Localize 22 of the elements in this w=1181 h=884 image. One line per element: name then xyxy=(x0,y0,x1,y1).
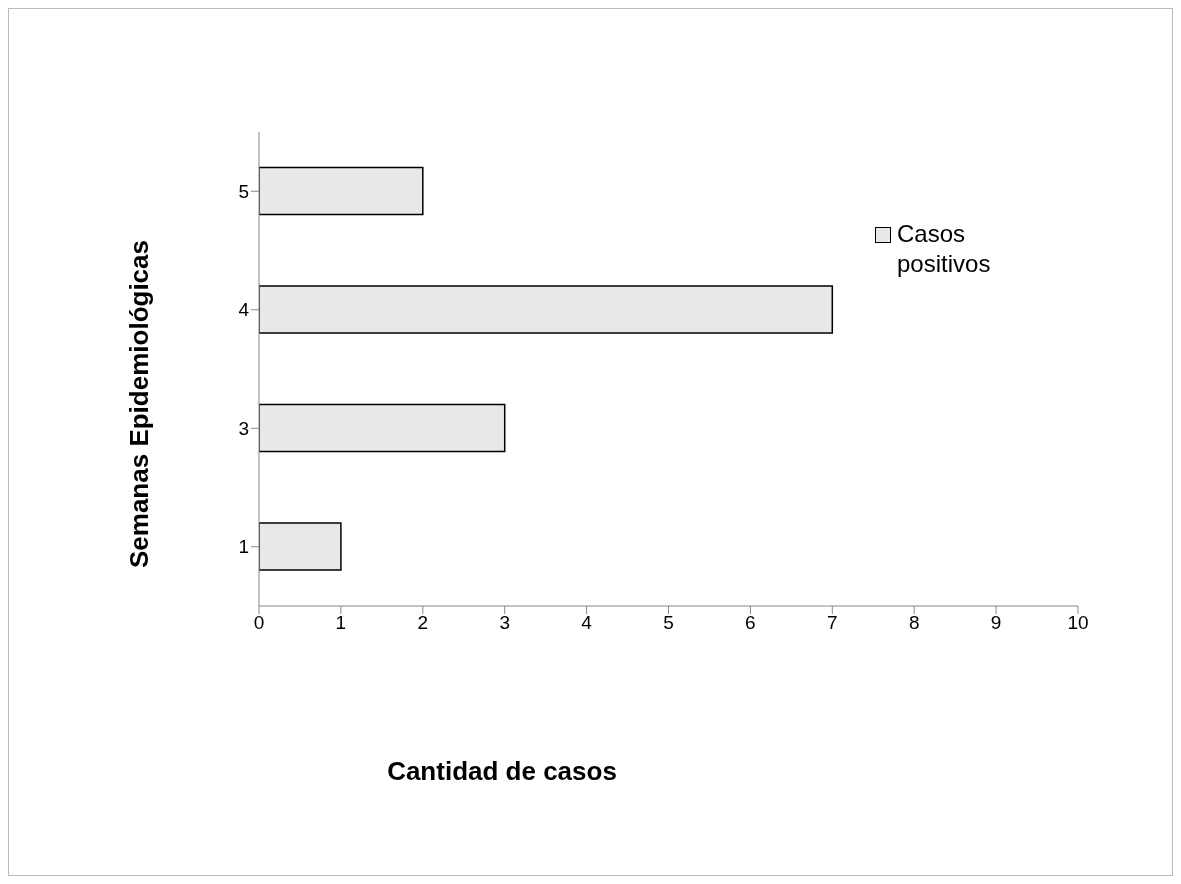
y-tick-label: 3 xyxy=(238,417,249,439)
bar xyxy=(259,522,342,571)
x-tick-label: 9 xyxy=(990,612,1002,634)
x-tick-label: 3 xyxy=(499,612,510,634)
x-tick-label: 0 xyxy=(253,612,265,634)
y-tick-label: 4 xyxy=(238,299,250,321)
bar xyxy=(259,285,834,334)
y-axis-title: Semanas Epidemiológicas xyxy=(123,239,155,569)
x-tick-label: 6 xyxy=(745,612,756,634)
bar xyxy=(259,403,506,453)
y-tick-label: 1 xyxy=(238,536,249,558)
bar xyxy=(259,166,424,216)
x-tick-label: 5 xyxy=(663,612,674,634)
legend-label: Casos positivos xyxy=(897,219,992,279)
x-axis-title: Cantidad de casos xyxy=(387,755,617,787)
x-tick-label: 7 xyxy=(827,612,838,634)
x-tick-label: 10 xyxy=(1067,612,1089,634)
x-tick-label: 2 xyxy=(417,612,429,634)
y-tick-label: 5 xyxy=(238,180,249,202)
x-tick-label: 1 xyxy=(335,612,347,634)
x-tick-label: 4 xyxy=(581,612,593,634)
x-tick-label: 8 xyxy=(908,612,920,634)
